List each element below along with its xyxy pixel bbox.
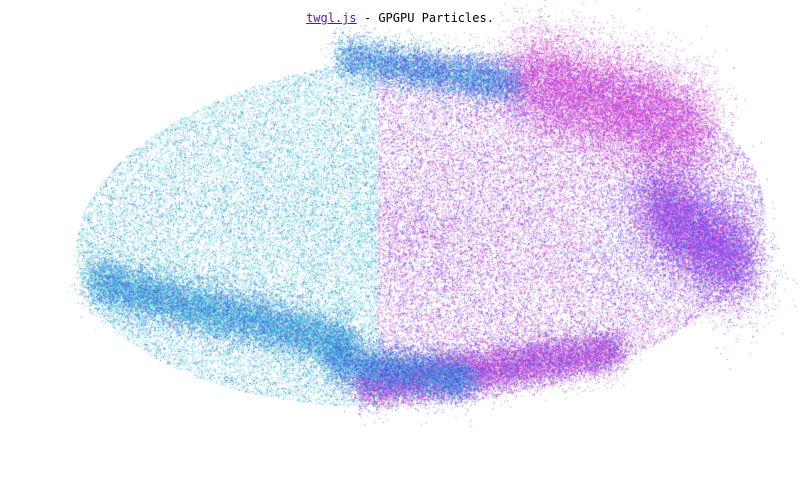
- page-title: twgl.js - GPGPU Particles.: [0, 10, 800, 26]
- twgl-link[interactable]: twgl.js: [306, 11, 357, 25]
- title-separator: -: [356, 11, 379, 25]
- title-text: GPGPU Particles.: [378, 11, 494, 25]
